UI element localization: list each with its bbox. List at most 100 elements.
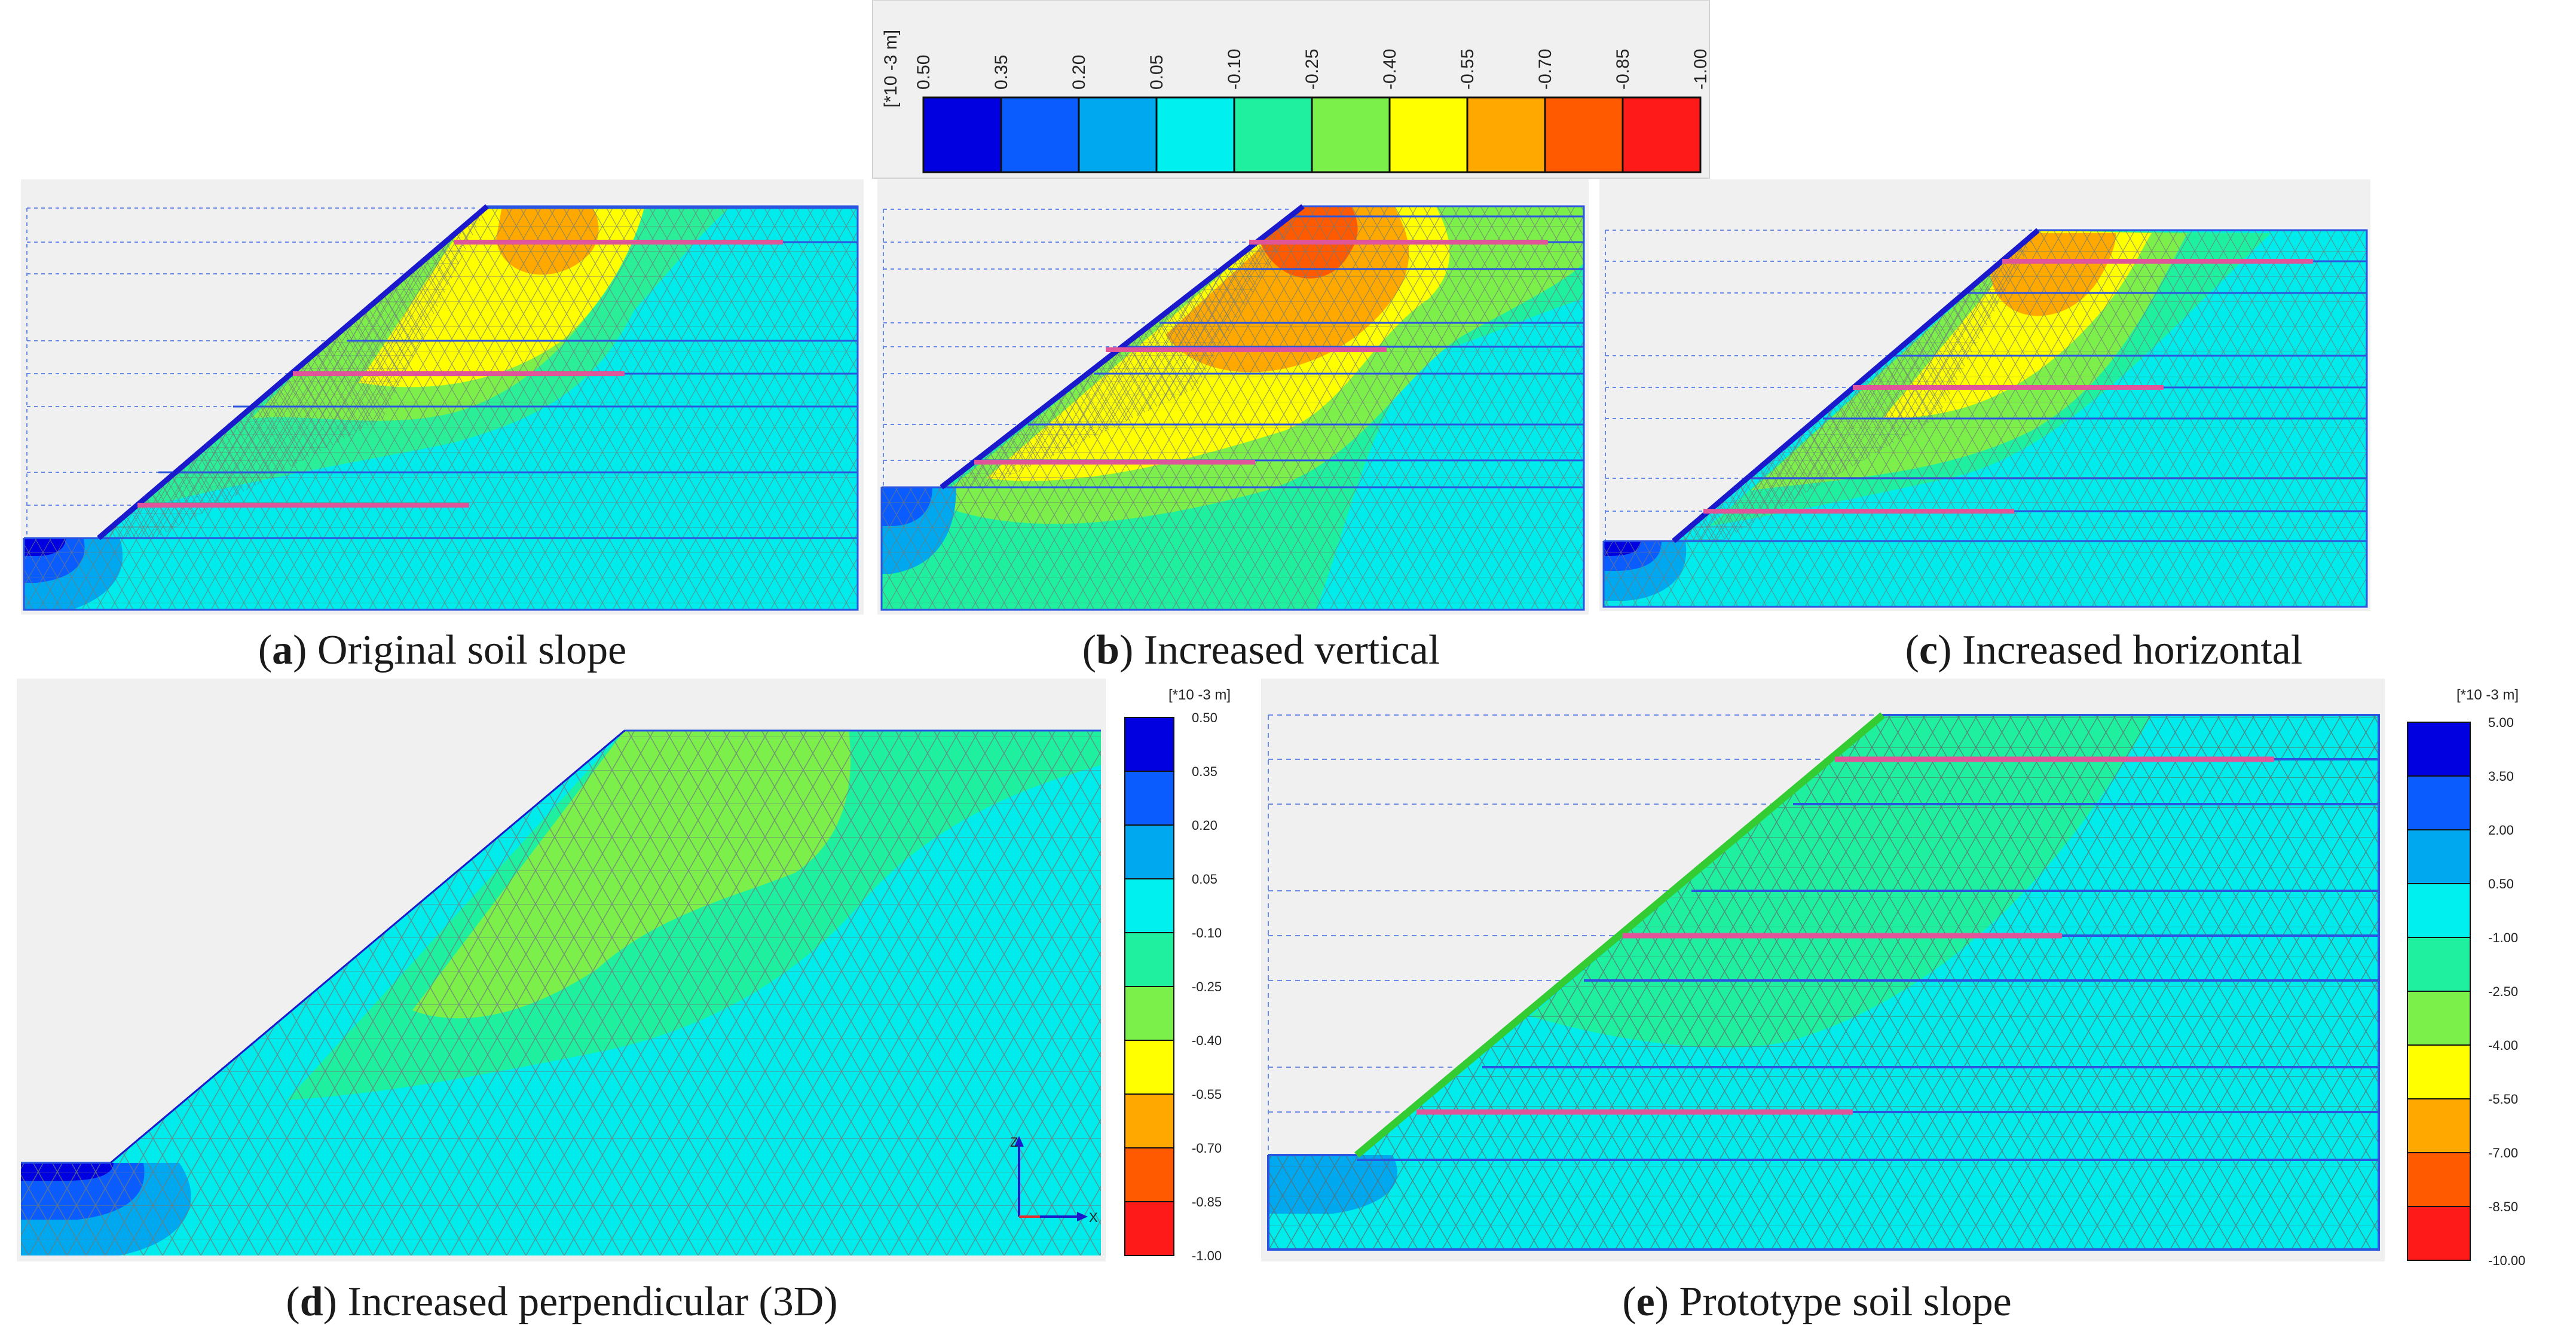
caption-d: (d) Increased perpendicular (3D) xyxy=(286,1279,837,1325)
colorbar-swatch xyxy=(1124,1040,1174,1095)
colorbar-swatch xyxy=(1124,1093,1174,1148)
top-colorbar-tick-label: 0.05 xyxy=(1147,55,1167,90)
colorbar-tick-label: -0.55 xyxy=(1192,1087,1222,1102)
top-colorbar-swatch xyxy=(922,96,1002,173)
axis-x-label: X xyxy=(1089,1210,1098,1225)
colorbar-e-unit: [*10 -3 m] xyxy=(2456,687,2519,703)
top-colorbar-tick-label: -0.10 xyxy=(1225,49,1244,90)
top-colorbar-tick-label: -1.00 xyxy=(1691,49,1711,90)
top-colorbar-tick-label: -0.85 xyxy=(1613,49,1633,90)
colorbar-tick-label: -7.00 xyxy=(2488,1145,2518,1160)
colorbar-e: [*10 -3 m] 5.00 3.50 2.00 0.50 -1.00 -2.50 -4.… xyxy=(2407,687,2525,1268)
top-colorbar-ticks: 0.50 0.35 0.20 0.05 -0.10 -0.25 -0.40 -0.55 -0.7… xyxy=(914,49,1711,90)
colorbar-d: [*10 -3 m] 0.50 0.35 0.20 0.05 -0.10 -0.25 -0.… xyxy=(1124,687,1231,1263)
colorbar-swatch xyxy=(2407,1044,2471,1099)
excavation-guide-lines-e xyxy=(1268,714,1877,1155)
slope-facing-d xyxy=(110,729,625,1164)
colorbar-swatch xyxy=(2407,1152,2471,1207)
top-colorbar-swatch xyxy=(1000,96,1080,173)
colorbar-swatch xyxy=(1124,717,1174,772)
top-colorbar-tick-label: 0.20 xyxy=(1069,55,1089,90)
colorbar-tick-label: -2.50 xyxy=(2488,984,2518,999)
top-colorbar-tick-label: 0.50 xyxy=(914,55,934,90)
caption-c: (c) Increased horizontal xyxy=(1905,627,2303,673)
excavation-guide-lines-b xyxy=(883,209,1291,487)
axis-triad: Z X xyxy=(1010,1135,1098,1225)
top-colorbar-tick-label: -0.40 xyxy=(1380,49,1400,90)
excavation-guide-lines xyxy=(26,207,478,538)
colorbar-swatch xyxy=(1124,1147,1174,1202)
top-colorbar-unit: [*10 -3 m] xyxy=(881,30,901,108)
colorbar-tick-label: 2.00 xyxy=(2488,823,2514,838)
colorbar-swatch xyxy=(1124,1201,1174,1256)
top-colorbar-swatch xyxy=(1155,96,1235,173)
colorbar-tick-label: -4.00 xyxy=(2488,1038,2518,1053)
colorbar-swatch xyxy=(2407,1206,2471,1261)
colorbar-swatch xyxy=(1124,824,1174,879)
colorbar-swatch xyxy=(1124,771,1174,826)
top-colorbar-swatch xyxy=(1466,96,1546,173)
colorbar-swatch xyxy=(1124,986,1174,1041)
colorbar-swatch xyxy=(1124,932,1174,987)
colorbar-tick-label: -10.00 xyxy=(2488,1253,2525,1268)
displacement-field-b xyxy=(882,206,1584,610)
colorbar-tick-label: -8.50 xyxy=(2488,1199,2518,1214)
soil-nails-b xyxy=(974,240,1548,465)
colorbar-tick-label: -0.70 xyxy=(1192,1141,1222,1156)
colorbar-tick-label: -0.25 xyxy=(1192,979,1222,994)
colorbar-tick-label: 0.35 xyxy=(1192,764,1217,779)
top-colorbar-swatch xyxy=(1233,96,1313,173)
top-colorbar-tick-label: -0.70 xyxy=(1535,49,1555,90)
top-colorbar-swatch xyxy=(1078,96,1158,173)
colorbar-tick-label: 0.50 xyxy=(1192,710,1217,725)
top-colorbar-swatches xyxy=(922,96,1702,173)
top-colorbar: [*10 -3 m] 0.50 0.35 0.20 0.05 -0.10 -0.25 -0.… xyxy=(872,0,1711,179)
colorbar-e-swatches xyxy=(2407,722,2471,1261)
colorbar-swatch xyxy=(2407,722,2471,777)
colorbar-tick-label: 0.05 xyxy=(1192,872,1217,887)
colorbar-swatch xyxy=(2407,937,2471,992)
colorbar-d-ticks: 0.50 0.35 0.20 0.05 -0.10 -0.25 -0.40 -0.55 -0.7… xyxy=(1192,710,1222,1263)
colorbar-tick-label: -0.40 xyxy=(1192,1033,1222,1048)
top-colorbar-tick-label: 0.35 xyxy=(992,55,1011,90)
colorbar-tick-label: -1.00 xyxy=(1192,1248,1222,1263)
colorbar-tick-label: -0.10 xyxy=(1192,925,1222,940)
panel-a: (a) Original soil slope xyxy=(21,179,864,673)
panel-e: (e) Prototype soil slope xyxy=(1261,679,2385,1325)
top-colorbar-swatch xyxy=(1311,96,1391,173)
colorbar-e-ticks: 5.00 3.50 2.00 0.50 -1.00 -2.50 -4.00 -5.50 -7.0… xyxy=(2488,715,2525,1268)
slope-facing-e xyxy=(1354,712,1885,1158)
caption-b: (b) Increased vertical xyxy=(1082,627,1440,673)
soil-layer-boundaries-b xyxy=(880,205,1585,611)
colorbar-d-unit: [*10 -3 m] xyxy=(1168,687,1231,703)
colorbar-tick-label: 3.50 xyxy=(2488,769,2514,784)
colorbar-tick-label: 5.00 xyxy=(2488,715,2514,730)
colorbar-tick-label: -0.85 xyxy=(1192,1195,1222,1209)
caption-e: (e) Prototype soil slope xyxy=(1622,1279,2011,1325)
panel-d: Z X (d) Increased perpendicular (3D) xyxy=(17,679,1106,1325)
top-colorbar-swatch xyxy=(1388,96,1468,173)
colorbar-tick-label: 0.20 xyxy=(1192,818,1217,833)
panel-b: (b) Increased vertical xyxy=(877,179,1589,673)
panel-c: (c) Increased horizontal xyxy=(1599,179,2370,673)
soil-nails-a xyxy=(137,240,783,508)
colorbar-swatch xyxy=(1124,878,1174,933)
colorbar-tick-label: -1.00 xyxy=(2488,930,2518,945)
colorbar-d-swatches xyxy=(1124,717,1174,1256)
colorbar-tick-label: 0.50 xyxy=(2488,876,2514,891)
colorbar-swatch xyxy=(2407,1098,2471,1153)
soil-nails-c xyxy=(1703,259,2313,514)
colorbar-swatch xyxy=(2407,991,2471,1046)
colorbar-swatch xyxy=(2407,775,2471,830)
top-colorbar-swatch xyxy=(1622,96,1702,173)
soil-nails-e xyxy=(1417,756,2274,1115)
colorbar-tick-label: -5.50 xyxy=(2488,1092,2518,1107)
top-colorbar-tick-label: -0.25 xyxy=(1302,49,1322,90)
top-colorbar-tick-label: -0.55 xyxy=(1458,49,1477,90)
excavation-guide-lines-c xyxy=(1605,230,2032,541)
caption-a: (a) Original soil slope xyxy=(258,627,626,673)
colorbar-swatch xyxy=(2407,829,2471,884)
colorbar-swatch xyxy=(2407,883,2471,938)
slope-facing-b xyxy=(940,204,1305,490)
